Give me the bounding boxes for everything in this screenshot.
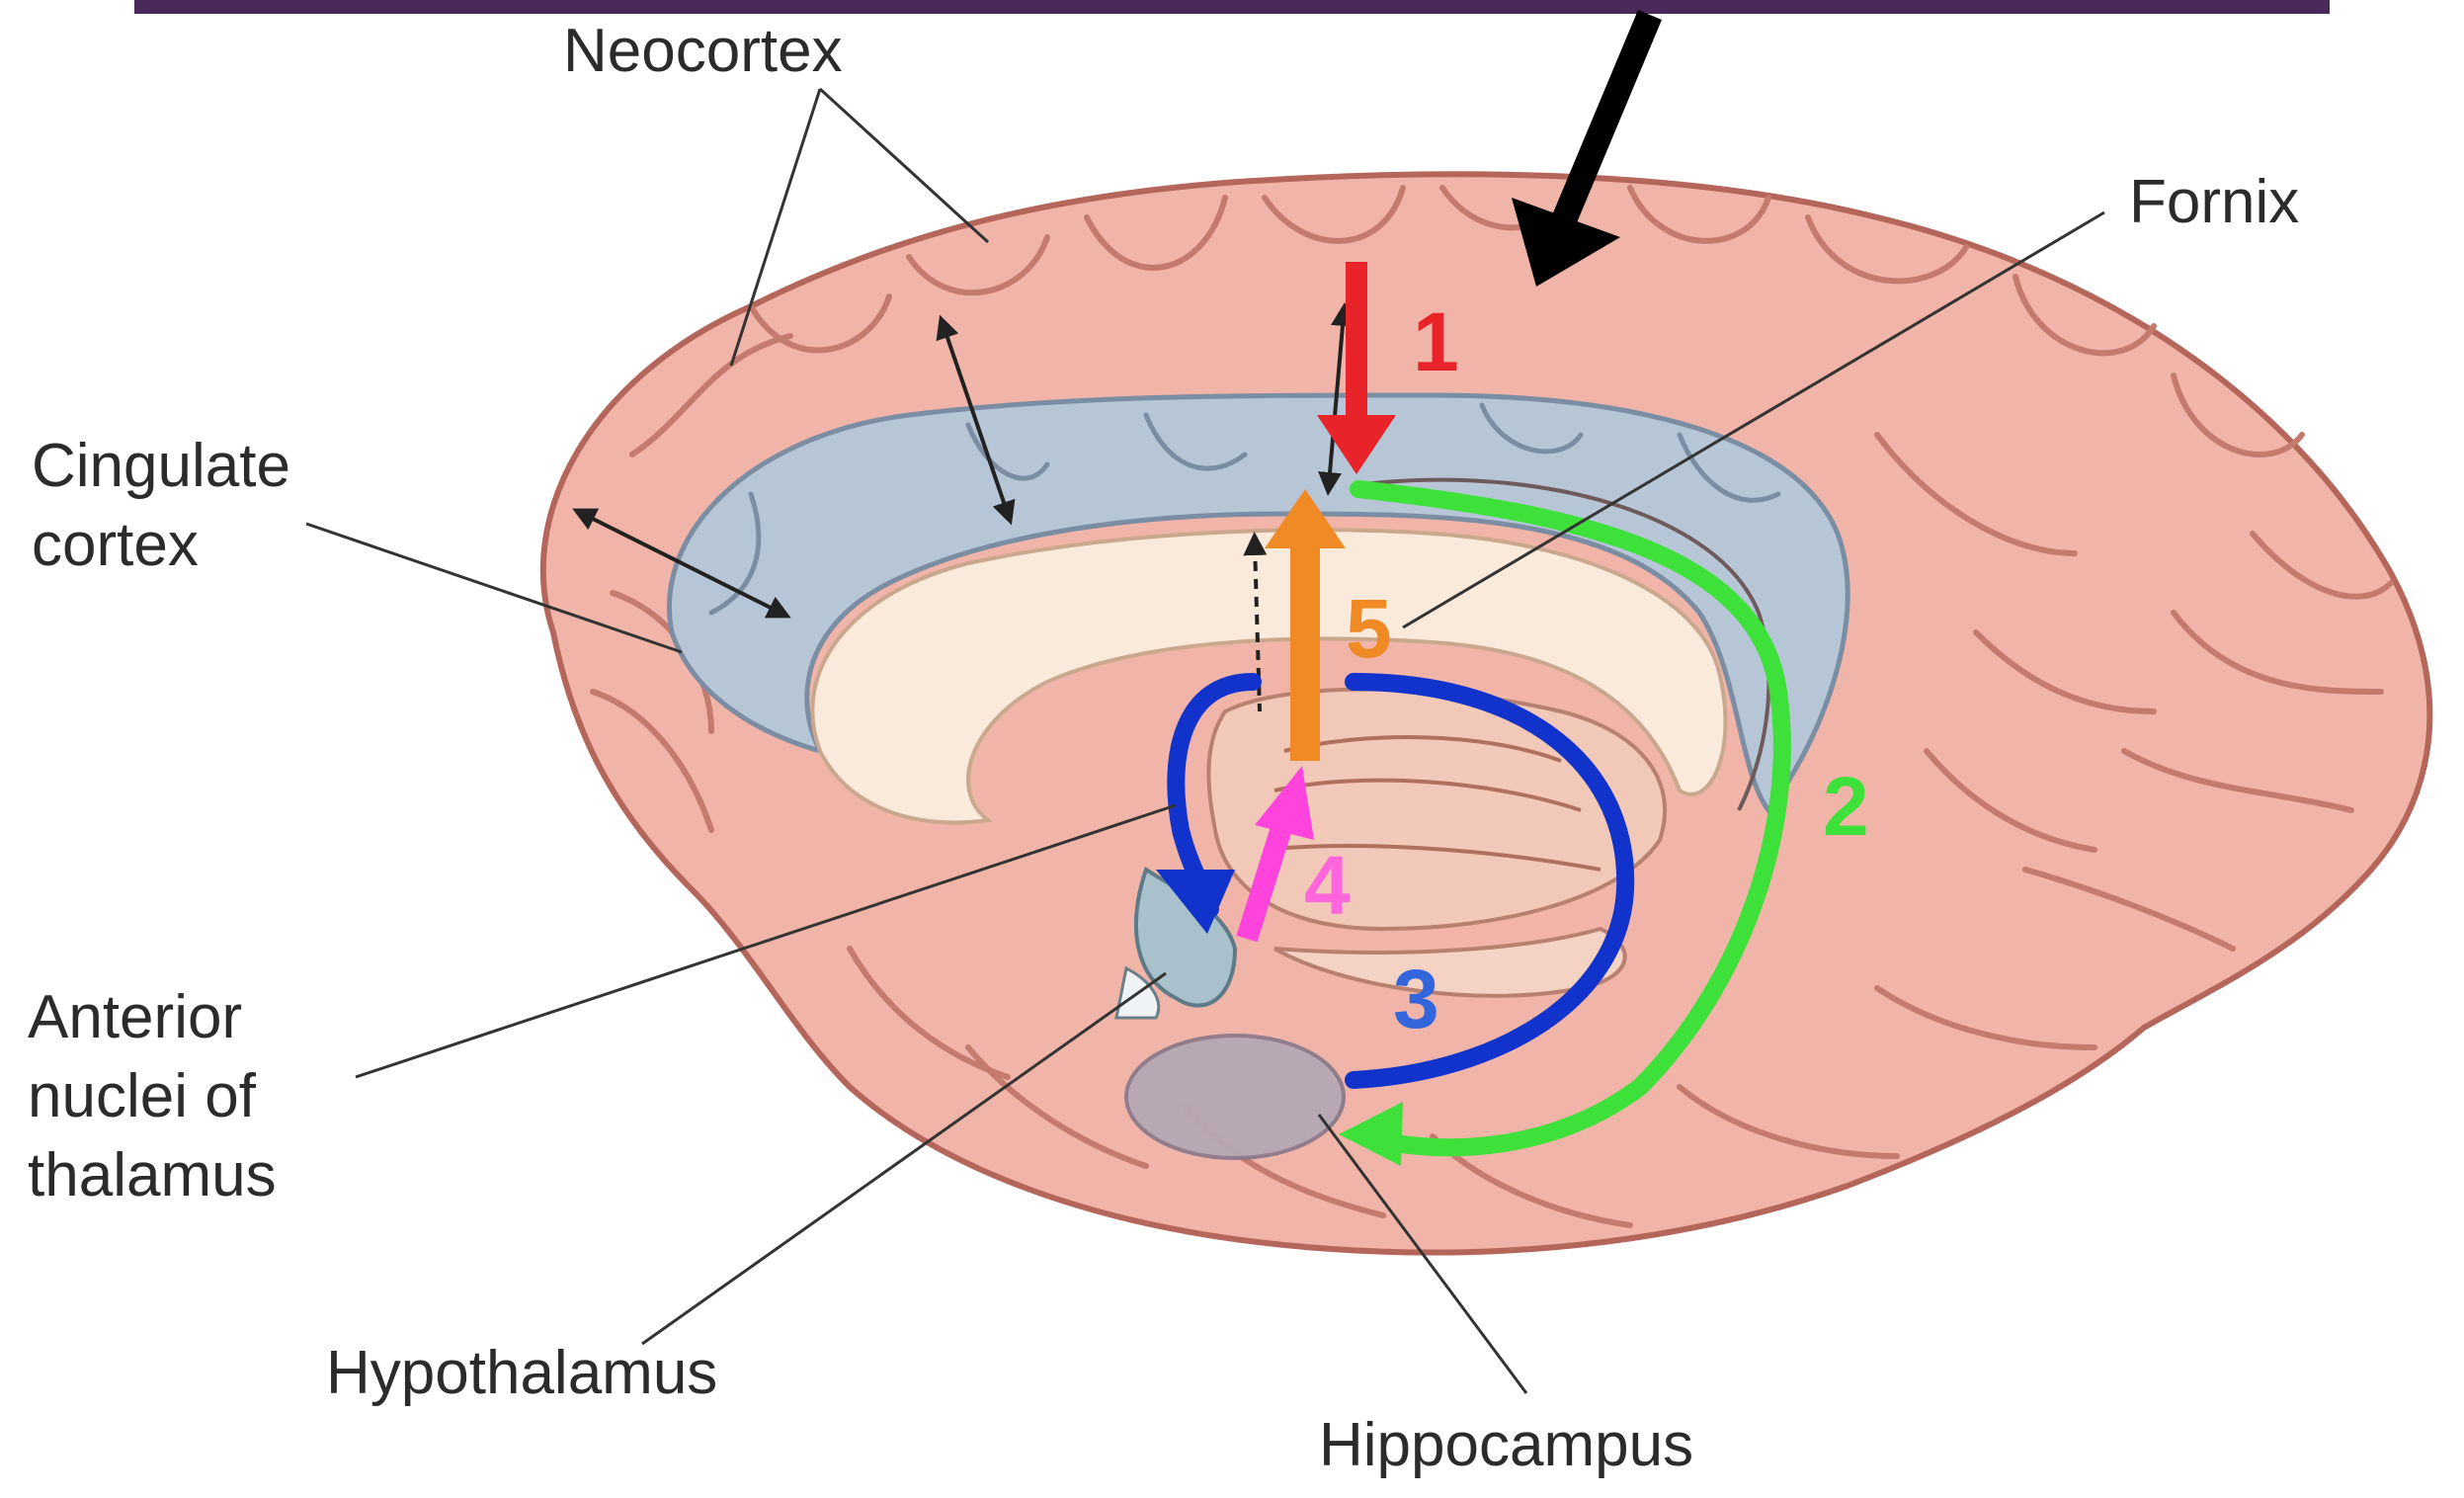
hippocampus-region [1124,1034,1346,1160]
step-5-arrow [1265,489,1346,761]
label-anterior-line2: nuclei of [28,1062,257,1130]
label-hypothalamus: Hypothalamus [326,1339,717,1407]
label-cingulate-line2: cortex [32,511,199,579]
label-fornix: Fornix [2129,168,2299,236]
brain-illustration [539,171,2433,1256]
corpus-callosum [810,528,1728,825]
input-arrow-black [1512,9,1662,287]
connection-arrows [572,302,1355,712]
step-3-number: 3 [1393,953,1439,1045]
step-4-number: 4 [1304,839,1351,932]
label-hippocampus: Hippocampus [1319,1411,1693,1479]
step-5-number: 5 [1346,582,1392,675]
top-bar [134,0,2330,14]
label-anterior-line1: Anterior [28,983,242,1051]
label-anterior-line3: thalamus [28,1141,277,1209]
label-cingulate-line1: Cingulate [32,432,290,500]
label-neocortex: Neocortex [563,17,843,85]
step-2-number: 2 [1823,760,1869,853]
step-1-arrow [1317,262,1396,474]
step-1-number: 1 [1413,295,1459,388]
step-4-arrow [1236,766,1314,943]
step-3-arrow [1156,673,1635,1089]
step-2-arrow [1339,480,1791,1166]
leader-lines [305,87,2105,1394]
